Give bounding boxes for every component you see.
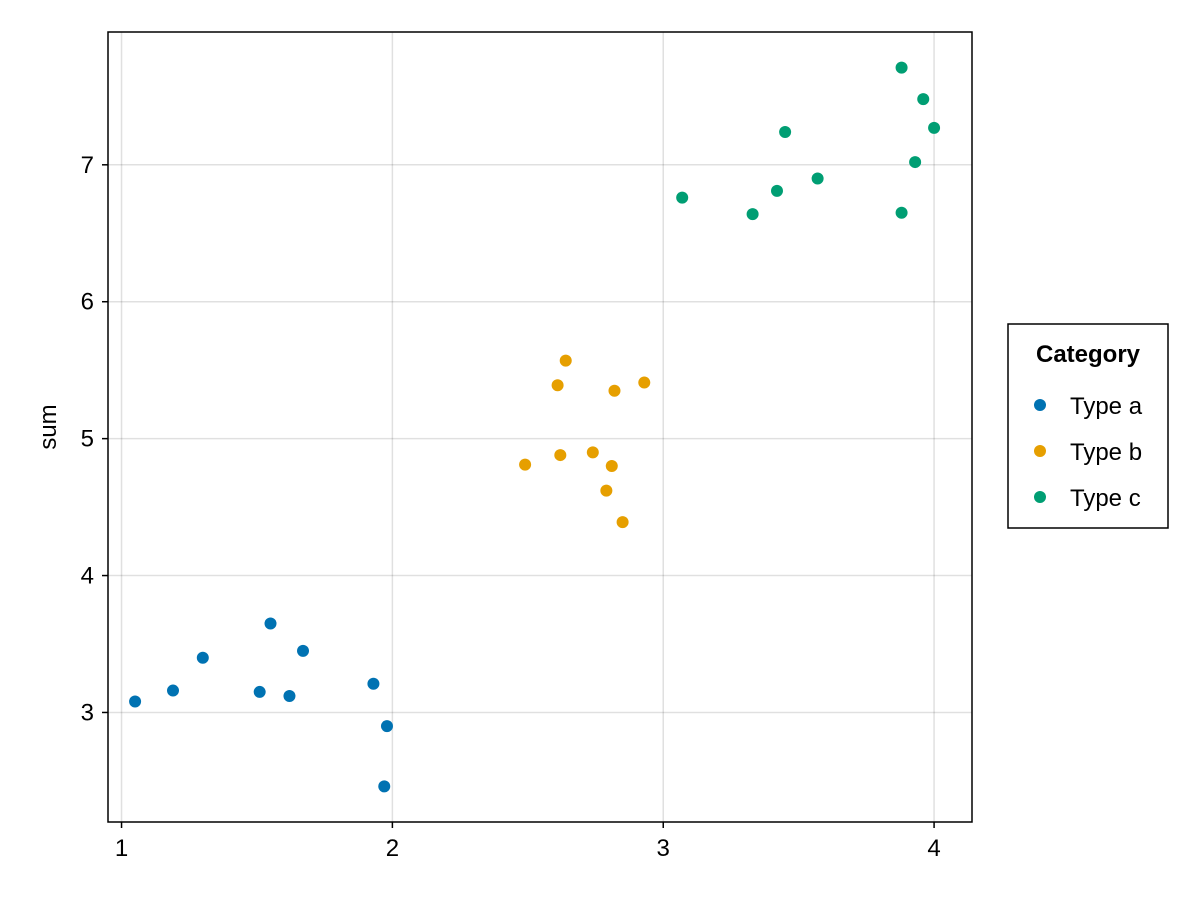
data-point: [551, 379, 564, 392]
legend-marker: [1034, 445, 1046, 457]
data-point: [605, 460, 618, 473]
x-tick-label: 4: [927, 835, 940, 862]
data-point: [129, 695, 142, 708]
data-point: [676, 191, 689, 204]
legend-label: Type c: [1070, 485, 1141, 512]
data-point: [909, 156, 922, 169]
legend-item: Type b: [1034, 439, 1142, 466]
data-point: [600, 484, 613, 497]
x-tick-label: 2: [386, 835, 399, 862]
data-point: [895, 61, 908, 74]
legend-item: Type a: [1034, 393, 1143, 420]
data-point: [297, 644, 310, 657]
data-point: [554, 449, 567, 462]
data-point: [283, 690, 296, 703]
plot-frame: [107, 31, 973, 823]
grid: [108, 32, 972, 822]
data-point: [264, 617, 277, 630]
data-point: [196, 651, 209, 664]
y-axis-title: sum: [35, 404, 62, 449]
y-tick-label: 3: [81, 699, 94, 726]
series-type-a: [129, 617, 393, 793]
legend-title: Category: [1036, 341, 1141, 368]
legend-marker: [1034, 491, 1046, 503]
data-point: [608, 384, 621, 397]
y-axis: 3 4 5 6 7: [81, 152, 108, 726]
data-point: [167, 684, 180, 697]
data-point: [378, 780, 391, 793]
x-tick-label: 3: [657, 835, 670, 862]
series-type-b: [519, 354, 651, 529]
legend-box: [1007, 323, 1169, 529]
data-point: [616, 516, 629, 529]
data-point: [380, 720, 393, 733]
data-point: [559, 354, 572, 367]
x-tick-label: 1: [115, 835, 128, 862]
data-point: [586, 446, 599, 459]
data-point: [638, 376, 651, 389]
data-point: [779, 125, 792, 138]
y-tick-label: 4: [81, 563, 94, 590]
legend-marker: [1034, 399, 1046, 411]
y-tick-label: 5: [81, 426, 94, 453]
legend-label: Type b: [1070, 439, 1142, 466]
x-axis: 1 2 3 4: [115, 822, 941, 862]
legend-item: Type c: [1034, 485, 1141, 512]
data-point: [253, 685, 266, 698]
series-type-c: [676, 61, 941, 221]
legend-label: Type a: [1070, 393, 1143, 420]
data-points: [129, 61, 941, 793]
data-point: [917, 93, 930, 106]
data-point: [928, 121, 941, 134]
data-point: [770, 184, 783, 197]
data-point: [811, 172, 824, 185]
y-tick-label: 7: [81, 152, 94, 179]
y-tick-label: 6: [81, 289, 94, 316]
data-point: [746, 208, 759, 221]
data-point: [367, 677, 380, 690]
data-point: [895, 206, 908, 219]
data-point: [519, 458, 532, 471]
legend: Category Type a Type b Type c: [1007, 323, 1169, 529]
